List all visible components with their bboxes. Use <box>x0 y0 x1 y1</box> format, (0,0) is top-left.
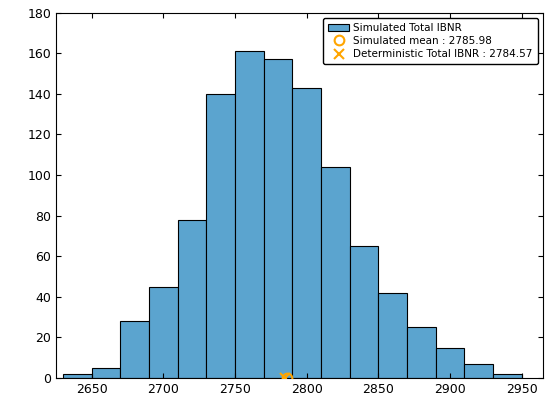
Bar <box>178 220 207 378</box>
Bar <box>120 321 149 378</box>
Bar <box>92 368 120 378</box>
Bar <box>464 364 493 378</box>
Bar <box>149 286 178 378</box>
Bar <box>235 51 264 378</box>
Bar <box>63 374 92 378</box>
Bar <box>207 94 235 378</box>
Bar <box>292 88 321 378</box>
Bar <box>350 246 379 378</box>
Bar <box>436 348 464 378</box>
Bar <box>493 374 522 378</box>
Legend: Simulated Total IBNR, Simulated mean : 2785.98, Deterministic Total IBNR : 2784.: Simulated Total IBNR, Simulated mean : 2… <box>323 18 538 65</box>
Bar <box>264 59 292 378</box>
Bar <box>379 293 407 378</box>
Bar <box>407 327 436 378</box>
Bar <box>321 167 350 378</box>
